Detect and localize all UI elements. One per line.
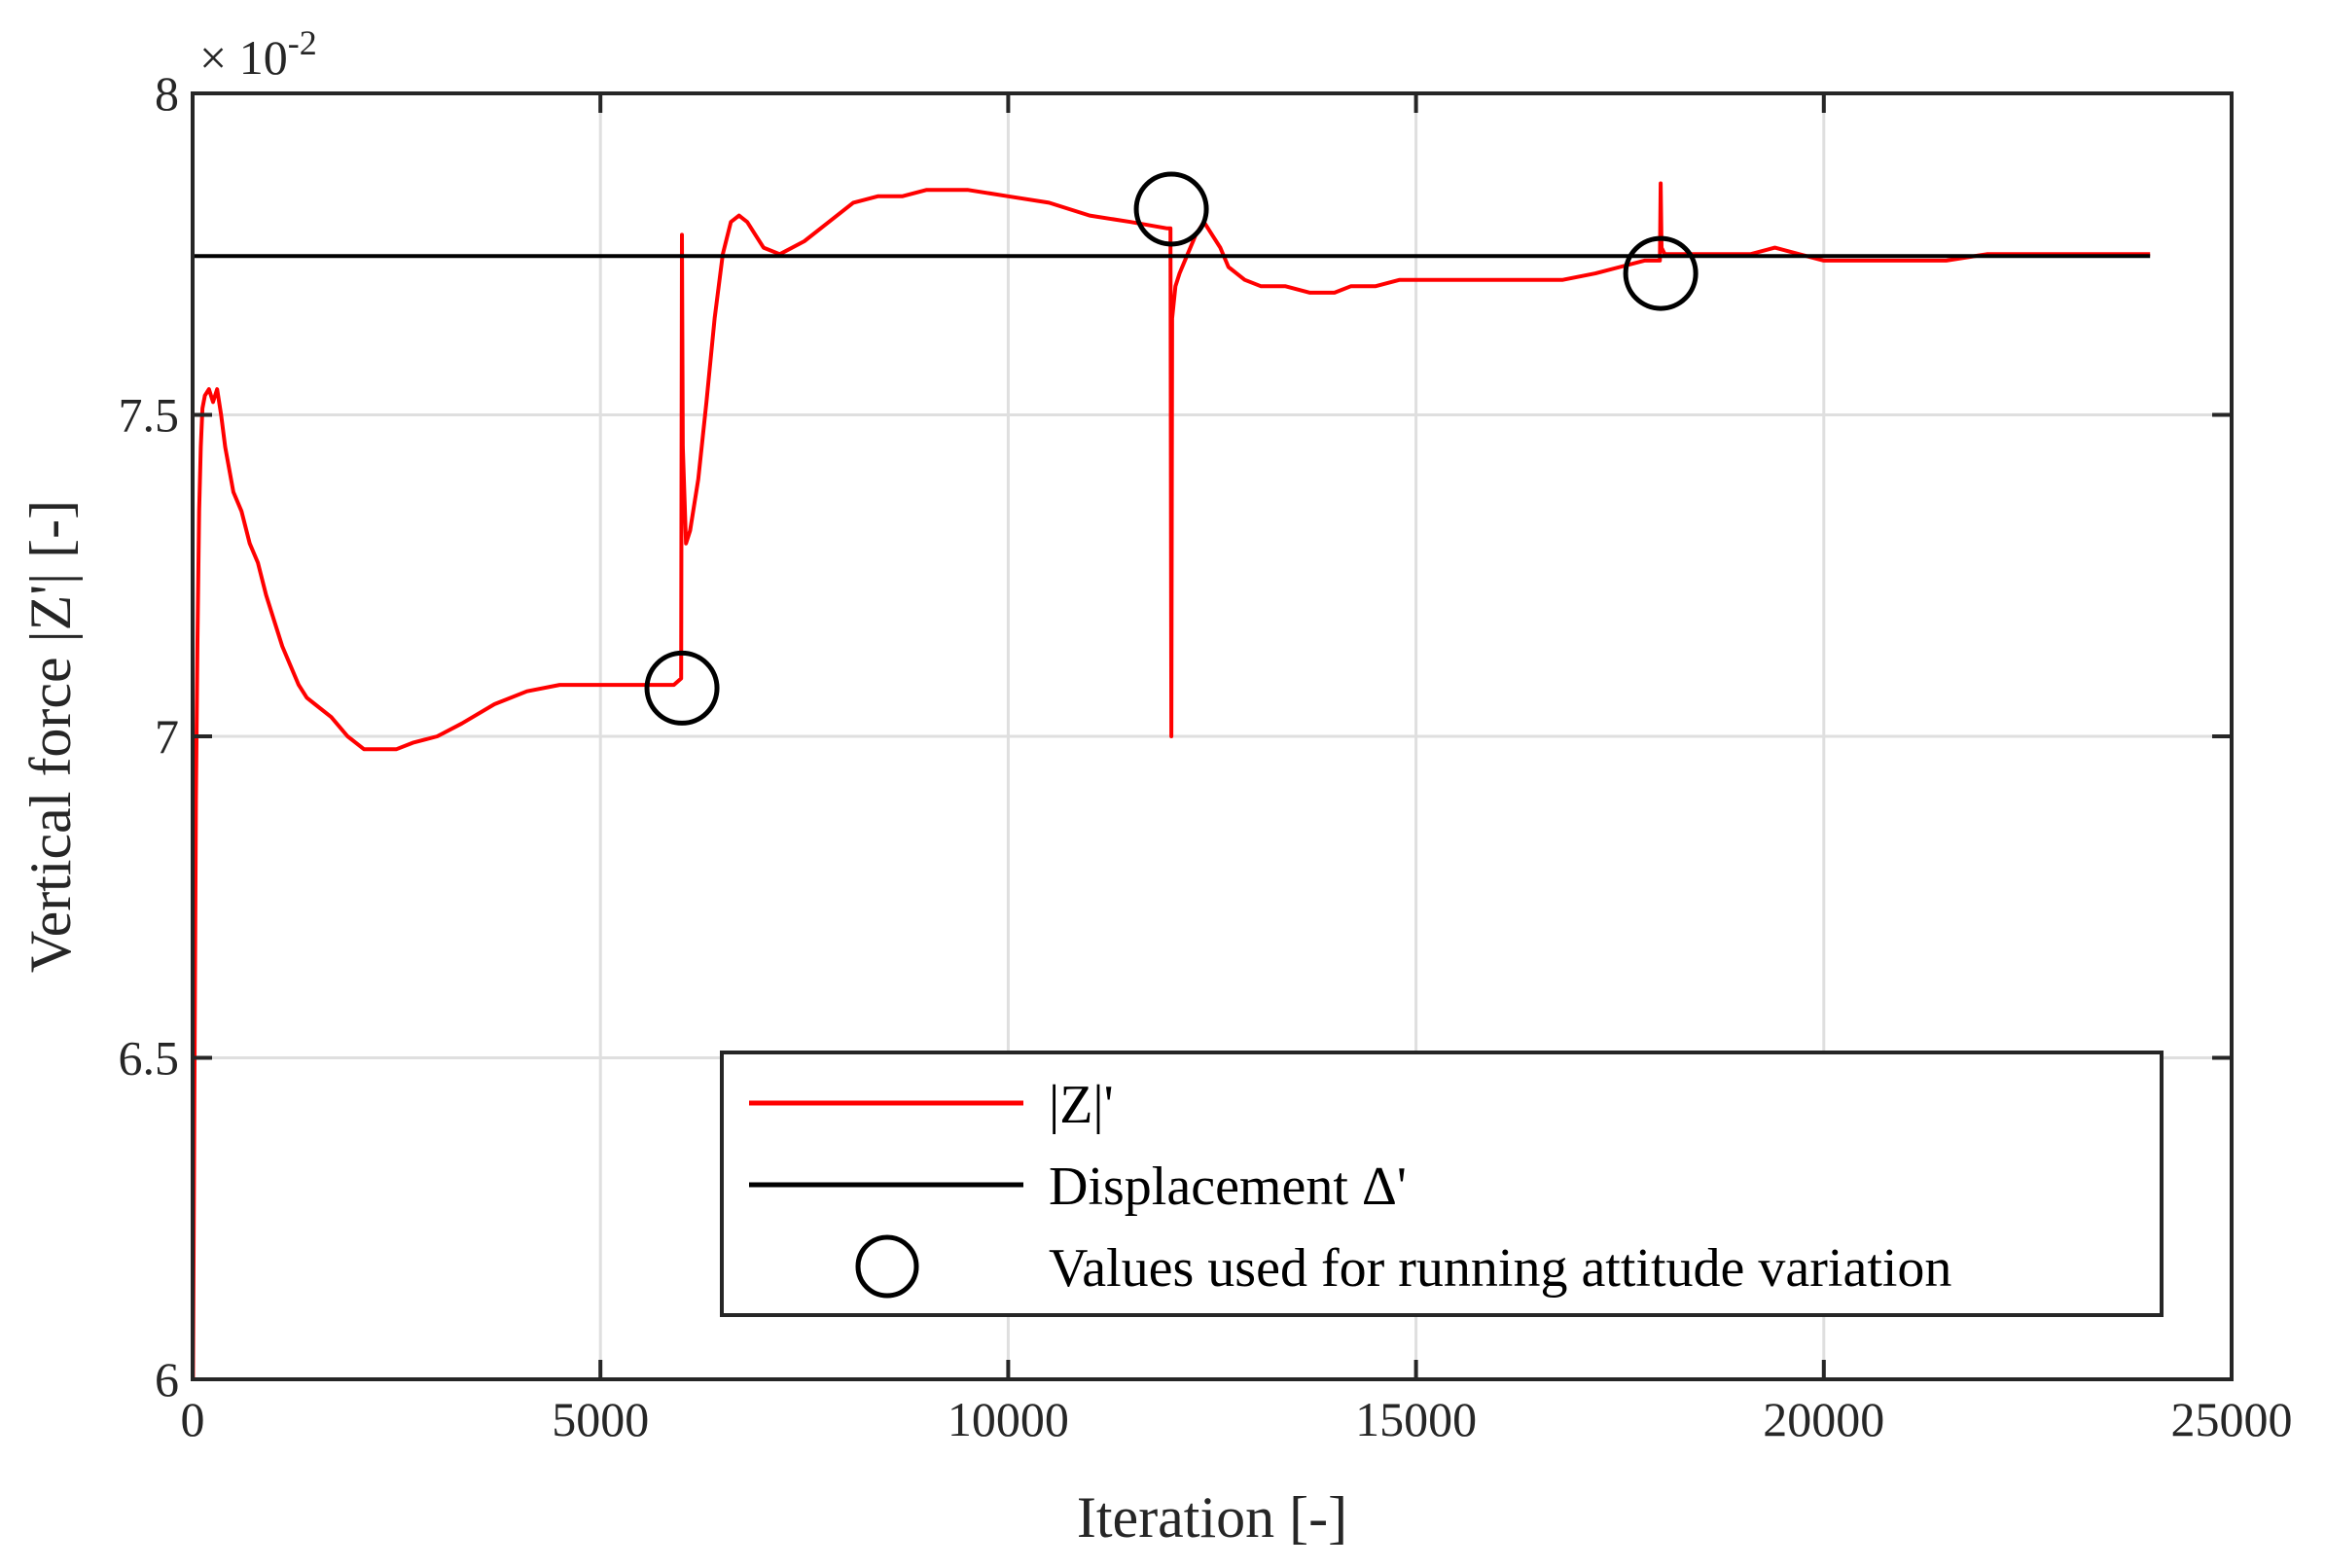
series-line-0: [193, 181, 2151, 1379]
x-tick-label: 20000: [1763, 1392, 1884, 1446]
legend-label-displacement: Displacement Δ': [1049, 1157, 1407, 1217]
y-exponent-base: × 10: [199, 30, 288, 85]
marker-point: [1623, 235, 1699, 311]
series-layer: [193, 171, 2151, 1379]
legend: |Z|' Displacement Δ' Values used for run…: [720, 1051, 2164, 1317]
x-tick-label: 25000: [2171, 1392, 2293, 1446]
y-tick-label: 7: [155, 709, 179, 764]
marker-point: [644, 650, 720, 726]
axis-ticks: [191, 91, 2234, 1381]
tick-labels: 0 5000 10000 15000 20000 25000 6 6.5 7 7.5 8: [119, 66, 2293, 1446]
x-tick-label: 5000: [552, 1392, 649, 1446]
y-axis-title: Vertical force |Z'| [-]: [18, 500, 83, 973]
x-axis-title: Iteration [-]: [1077, 1485, 1347, 1550]
y-tick-label: 6.5: [119, 1031, 180, 1086]
y-exponent-power: -2: [288, 23, 317, 62]
y-tick-label: 6: [155, 1352, 179, 1407]
y-tick-label: 8: [155, 66, 179, 121]
x-tick-label: 0: [181, 1392, 205, 1446]
legend-label-marker: Values used for running attitude variati…: [1049, 1238, 1951, 1299]
x-tick-label: 15000: [1355, 1392, 1477, 1446]
legend-swatch-marker: [855, 1234, 919, 1299]
marker-point: [1133, 171, 1209, 247]
y-tick-label: 7.5: [119, 388, 180, 443]
x-tick-label: 10000: [948, 1392, 1069, 1446]
legend-label-z: |Z|': [1049, 1075, 1114, 1135]
y-exponent-label: × 10-2: [199, 23, 317, 85]
